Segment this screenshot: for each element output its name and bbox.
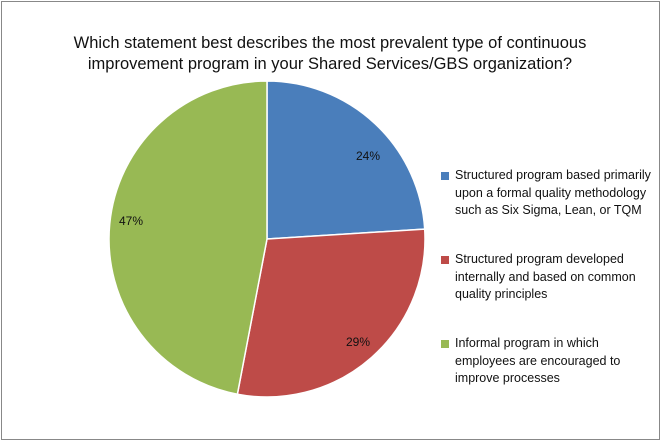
- chart-title: Which statement best describes the most …: [40, 33, 620, 75]
- slice-value-label: 29%: [346, 335, 370, 349]
- legend-label-line: such as Six Sigma, Lean, or TQM: [455, 203, 642, 217]
- legend-label-line: Structured program based primarily: [455, 168, 651, 182]
- legend-swatch-red: [441, 256, 449, 264]
- legend-swatch-blue: [441, 172, 449, 180]
- chart-title-line-2: improvement program in your Shared Servi…: [87, 55, 573, 73]
- legend-label-line: Informal program in which: [455, 336, 599, 350]
- slice-value-label: 47%: [119, 214, 143, 228]
- legend-label-line: Structured program developed: [455, 252, 624, 266]
- legend-label-line: improve processes: [455, 371, 560, 385]
- slice-structured-internal: [236, 228, 426, 398]
- slice-informal: [108, 80, 268, 396]
- legend-label-line: quality principles: [455, 287, 548, 301]
- chart-title-line-1: Which statement best describes the most …: [73, 34, 587, 52]
- legend-label-line: internally and based on common: [455, 269, 636, 284]
- legend-label-line: employees are encouraged to: [455, 353, 621, 368]
- slice-structured-methodology: [266, 80, 426, 240]
- legend-swatch-green: [441, 340, 449, 348]
- slice-value-label: 24%: [356, 149, 380, 163]
- legend-label-line: upon a formal quality methodology: [455, 185, 647, 200]
